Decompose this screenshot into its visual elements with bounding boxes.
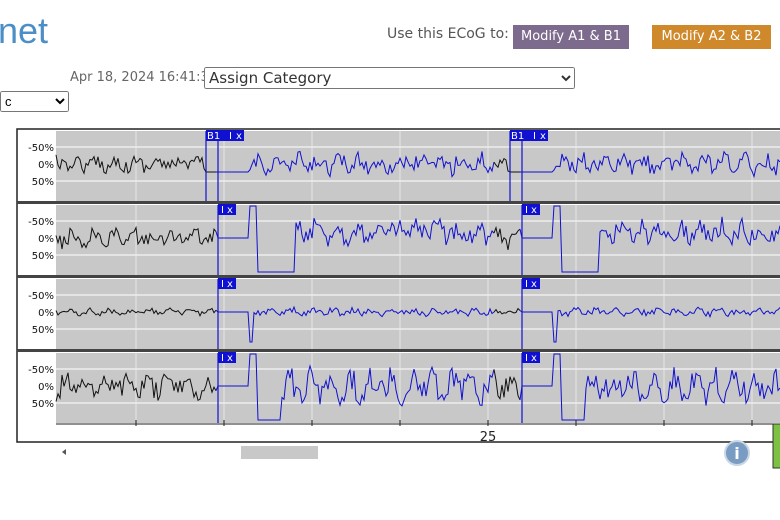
marker-label: I [221, 205, 224, 216]
waveform [55, 372, 217, 402]
montage-select[interactable]: c [0, 91, 69, 112]
app-title: net [0, 10, 49, 51]
channel-separator [17, 349, 780, 352]
modify-button[interactable]: Modify A2 & B2 [652, 25, 771, 49]
scroll-thumb[interactable] [241, 446, 318, 459]
marker-box [510, 130, 548, 141]
marker-label: I [525, 353, 528, 364]
waveform [493, 225, 521, 250]
marker-box [218, 278, 236, 289]
category-select[interactable]: Assign Category [204, 67, 575, 89]
waveform [493, 369, 521, 401]
y-tick-label: 0% [38, 234, 54, 245]
y-tick-label: -50% [28, 365, 54, 376]
waveform [493, 307, 521, 315]
marker-label: x [227, 353, 233, 364]
y-tick-label: -50% [28, 143, 54, 154]
waveform [216, 150, 495, 179]
marker-label: x [227, 205, 233, 216]
y-tick-label: -50% [28, 291, 54, 302]
waveform [519, 205, 780, 273]
y-tick-label: 50% [32, 399, 54, 410]
marker-label: B1 [511, 131, 524, 142]
modify-button[interactable]: Modify A1 & B1 [513, 25, 629, 49]
y-tick-label: 0% [38, 160, 54, 171]
waveform [520, 150, 780, 179]
marker-label: I [221, 353, 224, 364]
marker-label: I [525, 205, 528, 216]
marker-label: x [227, 279, 233, 290]
info-icon[interactable]: i [734, 444, 739, 463]
scroll-arrow[interactable] [62, 449, 66, 455]
waveform [215, 305, 495, 343]
marker-box [522, 204, 540, 215]
channel-separator [17, 201, 780, 204]
waveform [55, 307, 217, 318]
marker-box [522, 278, 540, 289]
y-tick-label: 0% [38, 382, 54, 393]
marker-box [206, 130, 244, 141]
marker-label: x [540, 131, 546, 142]
waveform [215, 205, 495, 273]
info-button[interactable] [724, 440, 750, 466]
marker-label: x [236, 131, 242, 142]
waveform [493, 157, 520, 173]
marker-label: B1 [207, 131, 220, 142]
waveform [519, 353, 780, 421]
marker-box [218, 352, 236, 363]
y-tick-label: -50% [28, 217, 54, 228]
prompt: Use this ECoG to: [387, 26, 509, 42]
marker-label: x [531, 205, 537, 216]
marker-label: I [229, 131, 232, 142]
y-tick-label: 0% [38, 308, 54, 319]
waveform [215, 353, 495, 421]
y-tick-label: 50% [32, 251, 54, 262]
waveform [55, 154, 216, 175]
y-tick-label: 50% [32, 325, 54, 336]
x-label: 25 [480, 430, 497, 445]
marker-box [522, 352, 540, 363]
status-indicator [772, 423, 780, 469]
marker-label: I [221, 279, 224, 290]
marker-box [218, 204, 236, 215]
marker-label: x [531, 353, 537, 364]
waveform [519, 306, 780, 343]
y-tick-label: 50% [32, 177, 54, 188]
plot-bg [56, 205, 780, 275]
waveform [55, 225, 217, 250]
marker-label: x [531, 279, 537, 290]
timestamp: Apr 18, 2024 16:41:36 [70, 70, 218, 85]
marker-label: I [533, 131, 536, 142]
marker-label: I [525, 279, 528, 290]
channel-separator [17, 275, 780, 278]
